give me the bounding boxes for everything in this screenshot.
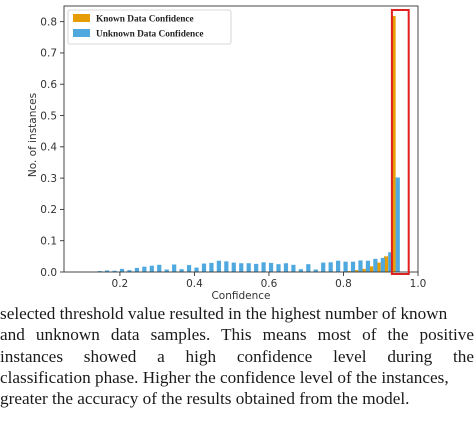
unknown-bar-30 [321,262,326,272]
unknown-bar-8 [157,264,162,272]
legend-frame [67,9,232,45]
y-tick-label-8: 0.8 [40,16,57,28]
known-bar-1 [354,270,359,272]
x-tick-label-3: 0.8 [335,278,352,290]
caption: selected threshold value resulted in the… [0,303,474,409]
unknown-bar-3 [119,268,125,272]
unknown-bar-10 [172,264,177,272]
known-bar-6 [391,16,396,273]
caption-line-4: classification phase. Higher the confide… [0,367,449,387]
unknown-bar-16 [216,260,221,272]
caption-line-5: greater the accuracy of the results obta… [0,389,410,409]
unknown-bar-17 [224,261,229,272]
unknown-bar-19 [239,263,244,272]
highlight-box [390,9,410,275]
y-tick-label-6: 0.6 [40,79,57,91]
y-tick-label-7: 0.7 [40,48,57,60]
x-tick-label-1: 0.4 [186,278,203,290]
unknown-bar-37 [373,258,378,272]
unknown-bar-40 [395,177,400,272]
y-axis-label: No. of instances [27,93,39,177]
caption-line-2: and unknown data samples. This means mos… [0,325,474,345]
unknown-bar-7 [149,265,154,272]
unknown-bar-25 [283,263,289,272]
y-tick-label-4: 0.4 [40,142,57,154]
y-tick-label-3: 0.3 [40,173,57,185]
unknown-bar-27 [298,269,303,272]
y-tick-label-1: 0.1 [40,236,57,248]
unknown-bar-36 [365,260,371,272]
unknown-bar-26 [291,264,296,272]
unknown-bar-13 [194,267,199,272]
unknown-bar-15 [209,262,214,272]
y-tick-label-5: 0.5 [40,110,57,122]
unknown-bar-14 [201,263,207,272]
unknown-bar-35 [358,260,363,272]
unknown-bar-28 [306,264,311,272]
confidence-histogram: 0.0 0.1 0.2 0.3 0.4 0.5 0.6 0.7 0.8 0.2 0.4 0.6 0.8 1… [27,5,427,302]
unknown-bar-5 [134,267,139,272]
unknown-bar-23 [268,262,274,272]
unknown-bar-1 [104,270,110,272]
unknown-bar-29 [313,269,318,272]
unknown-bar-21 [254,263,259,272]
unknown-bar-31 [328,262,333,272]
y-tick-label-0: 0.0 [40,267,57,279]
known-bar-4 [376,262,381,272]
legend-label-1: Unknown Data Confidence [96,30,203,40]
unknown-bar-9 [164,269,169,272]
legend-swatch-0 [73,14,90,22]
known-bar-2 [361,268,366,272]
x-tick-label-4: 1.0 [410,278,427,290]
known-bar-0 [346,271,351,272]
unknown-bar-32 [336,260,341,272]
unknown-bar-0 [97,271,102,272]
unknown-bar-6 [142,266,147,272]
unknown-bar-34 [350,261,356,272]
known-bar-5 [383,256,389,272]
unknown-bar-2 [112,270,117,272]
legend-swatch-1 [73,29,90,37]
x-tick-label-2: 0.6 [261,278,278,290]
unknown-bar-12 [186,265,192,272]
known-bar-3 [369,266,374,272]
unknown-bar-22 [261,262,266,272]
unknown-bar-4 [127,270,132,272]
x-axis-label: Confidence [211,290,270,302]
plot-frame [63,5,419,273]
unknown-bar-20 [246,263,251,272]
x-tick-label-0: 0.2 [112,278,129,290]
unknown-bar-39 [388,252,393,272]
y-tick-label-2: 0.2 [40,204,57,216]
caption-line-3: instances showed a high confidence level… [0,346,474,366]
unknown-bar-33 [343,261,348,272]
legend-label-0: Known Data Confidence [96,15,194,25]
caption-line-1: selected threshold value resulted in the… [0,304,448,323]
unknown-bar-38 [380,257,385,272]
unknown-bar-18 [231,262,236,272]
unknown-bar-11 [179,269,184,272]
unknown-bar-24 [276,264,281,272]
